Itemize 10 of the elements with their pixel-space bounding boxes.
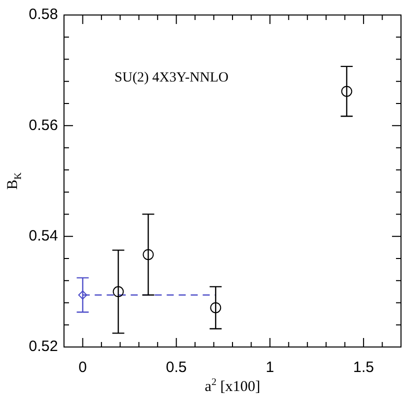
x-tick-label: 0.5 xyxy=(166,359,187,376)
y-tick-label: 0.56 xyxy=(28,116,58,134)
x-tick-label: 1.5 xyxy=(353,359,374,376)
annotation: SU(2) 4X3Y-NNLO xyxy=(114,70,228,86)
y-tick-label: 0.52 xyxy=(28,338,58,356)
x-tick-label: 1 xyxy=(266,359,274,376)
y-tick-label: 0.58 xyxy=(28,6,58,24)
x-tick-label: 0 xyxy=(78,359,87,376)
y-tick-label: 0.54 xyxy=(28,227,58,244)
y-axis-title: BK xyxy=(5,172,24,190)
